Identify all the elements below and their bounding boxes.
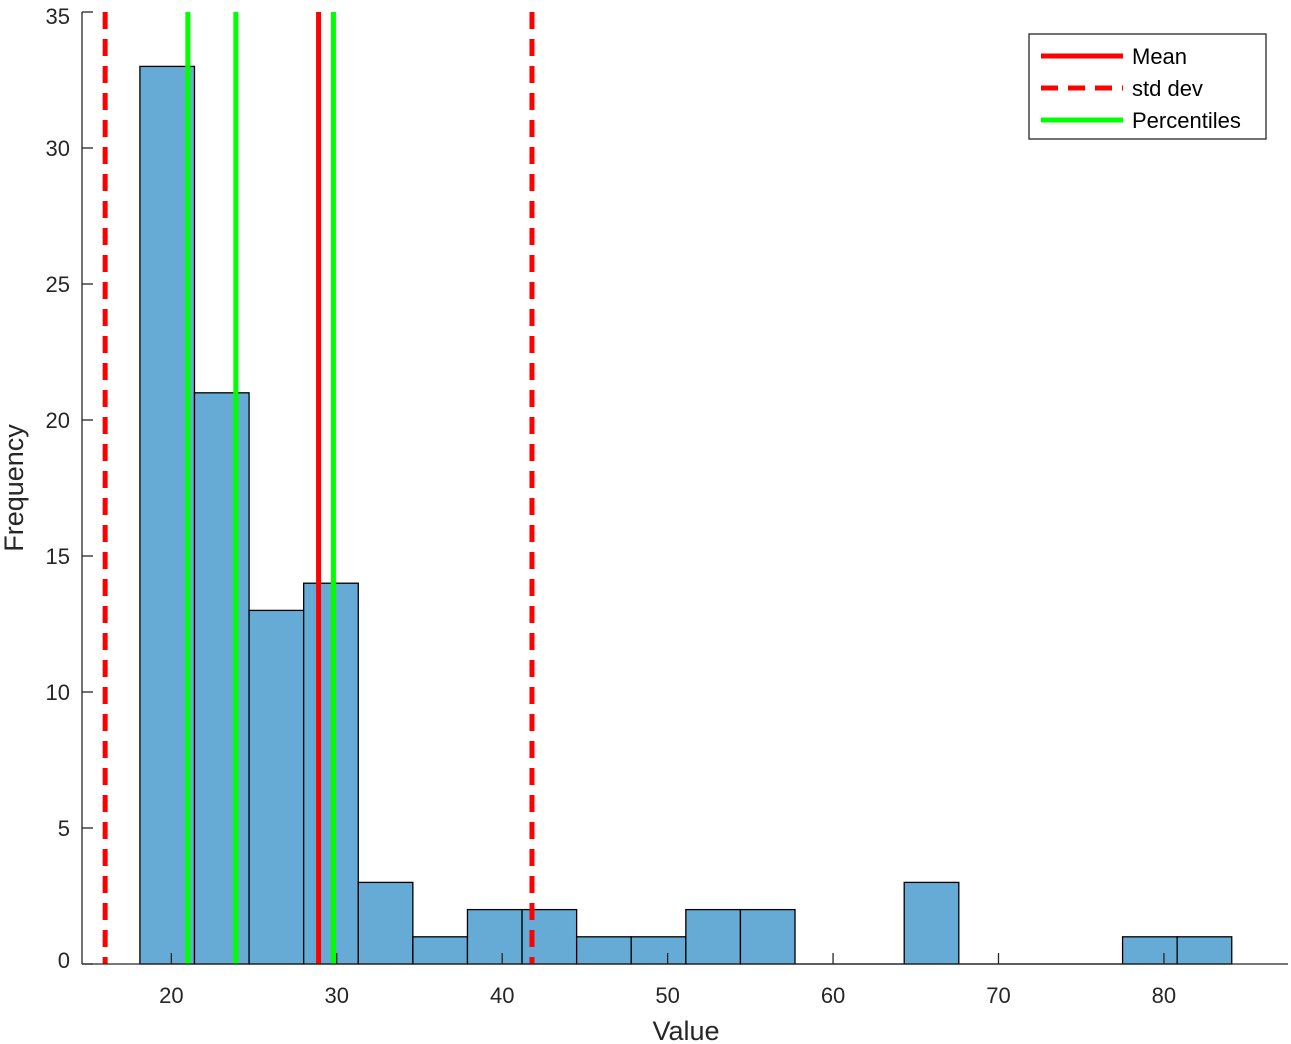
- histogram-bar: [1121, 936, 1178, 965]
- y-tick-label: 0: [58, 948, 70, 973]
- histogram-bar: [193, 392, 250, 965]
- histogram-bar: [630, 936, 687, 965]
- histogram-bar: [248, 609, 305, 965]
- histogram-bar: [685, 908, 742, 965]
- legend-label: Mean: [1132, 44, 1187, 69]
- histogram-bar: [903, 881, 960, 965]
- legend-label: Percentiles: [1132, 108, 1241, 133]
- x-tick-label: 20: [159, 983, 183, 1008]
- histogram-bar: [739, 908, 796, 965]
- y-tick-label: 25: [46, 272, 70, 297]
- x-tick-label: 30: [325, 983, 349, 1008]
- plot-area: 20 30 40 50 60 70 80 0 5 10 15 20 25 30 35: [46, 4, 1288, 1008]
- x-tick-label: 40: [490, 983, 514, 1008]
- y-tick-label: 15: [46, 544, 70, 569]
- y-tick-label: 10: [46, 680, 70, 705]
- histogram-bar: [357, 881, 414, 965]
- y-tick-label: 5: [58, 816, 70, 841]
- y-tick-label: 30: [46, 136, 70, 161]
- histogram-bar: [466, 908, 523, 965]
- y-axis-title: Frequency: [0, 424, 29, 552]
- histogram-bar: [412, 936, 469, 965]
- x-axis-title: Value: [652, 1016, 719, 1044]
- y-tick-label: 35: [46, 4, 70, 29]
- x-tick-label: 80: [1152, 983, 1176, 1008]
- x-tick-label: 50: [655, 983, 679, 1008]
- y-tick-label: 20: [46, 408, 70, 433]
- legend-label: std dev: [1132, 76, 1203, 101]
- histogram-bar: [1176, 936, 1233, 965]
- histogram-bar: [575, 936, 632, 965]
- x-tick-label: 70: [986, 983, 1010, 1008]
- legend: Mean std dev Percentiles: [1028, 33, 1267, 140]
- x-tick-label: 60: [821, 983, 845, 1008]
